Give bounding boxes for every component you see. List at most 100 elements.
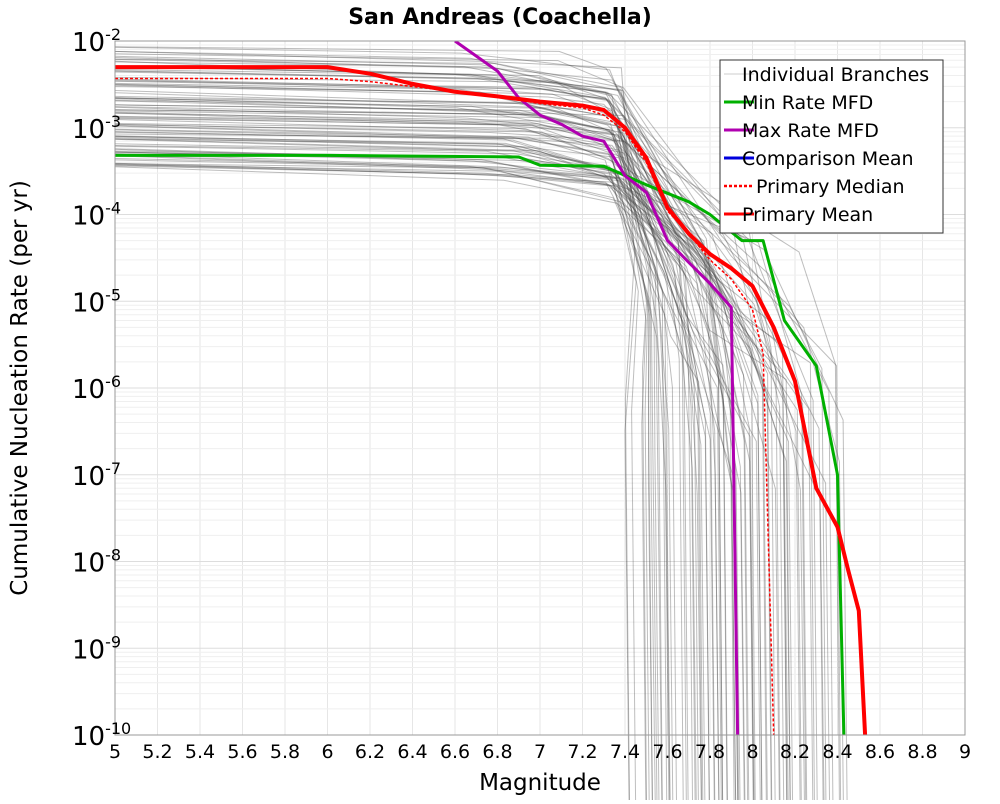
x-tick-label: 7.6 — [652, 741, 682, 763]
branch-line — [114, 86, 824, 804]
branch-line — [114, 135, 720, 804]
branch-line — [114, 164, 805, 804]
branch-line — [114, 50, 636, 804]
y-axis-ticks: 10-2 10-3 10-4 10-5 10-6 10-7 10-8 10-9 10-10 — [72, 25, 131, 752]
plot-frame — [114, 40, 966, 736]
branch-line — [114, 158, 724, 804]
branch-line — [114, 104, 648, 804]
branch-line — [114, 133, 801, 804]
legend: Individual Branches Min Rate MFD Max Rate … — [719, 59, 944, 234]
branch-line — [114, 123, 720, 804]
branch-line — [114, 135, 767, 804]
series-lines — [115, 41, 868, 735]
branch-line — [114, 131, 768, 804]
branch-line — [114, 92, 716, 804]
series-line-min-rate-mfd — [115, 153, 846, 735]
x-tick-label: 5 — [109, 741, 121, 763]
branch-line — [114, 46, 737, 804]
x-tick-label: 7.8 — [695, 741, 725, 763]
branch-line — [114, 111, 650, 804]
x-tick-label: 8.8 — [907, 741, 937, 763]
y-tick-label: 10-8 — [72, 546, 121, 579]
branch-line — [114, 138, 697, 804]
x-tick-label: 7.4 — [610, 741, 640, 763]
x-tick-label: 8.6 — [865, 741, 895, 763]
legend-label: Primary Mean — [742, 204, 873, 226]
branch-line — [114, 69, 660, 804]
branch-line — [114, 119, 671, 804]
y-tick-label: 10-4 — [72, 199, 121, 232]
legend-label: Individual Branches — [742, 64, 929, 86]
branch-line — [114, 145, 808, 804]
x-tick-label: 6.6 — [440, 741, 470, 763]
branch-line — [114, 136, 663, 804]
branch-line — [114, 99, 704, 804]
branch-line — [114, 57, 653, 804]
x-tick-label: 6.4 — [397, 741, 427, 763]
y-axis-label: Cumulative Nucleation Rate (per yr) — [7, 180, 33, 596]
series-line-primary-mean — [115, 65, 868, 735]
branch-line — [114, 109, 658, 804]
branch-line — [114, 153, 737, 804]
x-tick-label: 6.8 — [482, 741, 512, 763]
branch-line — [114, 80, 755, 804]
x-axis-label: Magnitude — [479, 770, 601, 796]
y-tick-label: 10-6 — [72, 372, 121, 405]
branch-line — [114, 55, 749, 804]
branch-line — [114, 95, 706, 804]
branch-line — [114, 118, 825, 804]
branch-line — [114, 60, 776, 804]
branch-line — [114, 106, 728, 804]
branch-line — [114, 70, 789, 804]
branch-line — [114, 104, 722, 804]
x-tick-label: 8.2 — [780, 741, 810, 763]
branch-line — [114, 110, 745, 804]
branch-line — [114, 80, 802, 804]
x-tick-label: 8.4 — [822, 741, 852, 763]
branch-line — [114, 150, 703, 804]
branch-line — [114, 100, 781, 804]
branch-line — [114, 129, 639, 804]
x-tick-label: 6.2 — [355, 741, 385, 763]
branch-line — [114, 116, 694, 804]
x-tick-label: 9 — [959, 741, 971, 763]
series-line-max-rate-mfd — [454, 41, 740, 735]
branch-line — [114, 163, 702, 804]
x-tick-label: 5.2 — [142, 741, 172, 763]
branch-line — [114, 151, 831, 804]
branch-line — [114, 82, 763, 804]
branch-line — [114, 159, 687, 804]
branch-line — [114, 97, 671, 804]
branch-line — [114, 148, 663, 804]
legend-label: Primary Median — [756, 176, 905, 198]
branch-line — [114, 125, 754, 804]
branch-line — [114, 138, 696, 804]
legend-label: Max Rate MFD — [742, 120, 879, 142]
branch-line — [114, 78, 761, 804]
y-tick-label: 10-5 — [72, 285, 121, 318]
branch-line — [114, 58, 842, 804]
x-axis-ticks: 5 5.2 5.4 5.6 5.8 6 6.2 6.4 6.6 6.8 7 7.2 7.4 7.6 7.8 8… — [109, 741, 971, 763]
branch-line — [114, 115, 741, 804]
branch-line — [114, 109, 840, 804]
branch-line — [114, 70, 788, 804]
legend-label: Min Rate MFD — [742, 92, 873, 114]
branch-line — [114, 112, 827, 804]
x-tick-label: 8 — [746, 741, 758, 763]
branch-line — [114, 148, 710, 804]
branch-line — [114, 58, 735, 804]
branch-line — [114, 53, 772, 804]
x-tick-label: 6 — [321, 741, 333, 763]
x-tick-label: 5.8 — [270, 741, 300, 763]
branch-line — [114, 65, 670, 804]
branch-line — [114, 138, 756, 804]
branch-line — [114, 165, 710, 804]
legend-label: Comparison Mean — [742, 148, 914, 170]
branch-line — [114, 106, 755, 804]
branch-line — [114, 154, 794, 804]
branch-line — [114, 164, 807, 804]
branch-line — [114, 66, 715, 804]
y-tick-label: 10-2 — [72, 25, 121, 58]
